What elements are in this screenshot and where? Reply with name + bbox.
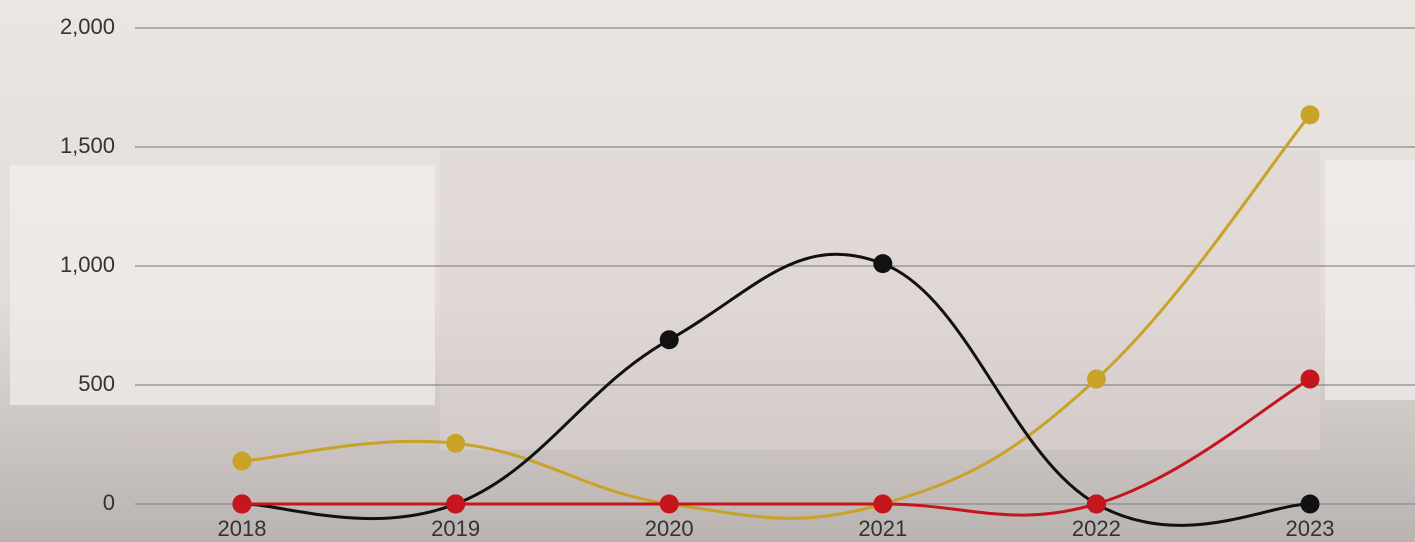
data-point: [1086, 369, 1106, 389]
data-point: [659, 494, 679, 514]
x-tick-label: 2022: [1072, 516, 1121, 541]
data-point: [446, 433, 466, 453]
background-curtain: [440, 150, 1320, 450]
data-point: [873, 254, 893, 274]
y-tick-label: 0: [103, 490, 115, 515]
data-point: [1300, 369, 1320, 389]
data-point: [873, 494, 893, 514]
y-tick-label: 500: [78, 371, 115, 396]
data-point: [446, 494, 466, 514]
series-line: [242, 377, 1311, 517]
data-point: [1300, 494, 1320, 514]
background-screen: [1325, 160, 1415, 400]
x-tick-label: 2023: [1286, 516, 1335, 541]
x-tick-label: 2018: [218, 516, 267, 541]
x-tick-label: 2021: [858, 516, 907, 541]
x-tick-label: 2019: [431, 516, 480, 541]
background-screen: [10, 165, 435, 405]
data-point: [659, 330, 679, 350]
series-line: [241, 252, 1311, 527]
data-point: [1300, 105, 1320, 125]
data-point: [1086, 494, 1106, 514]
data-point: [232, 451, 252, 471]
x-tick-label: 2020: [645, 516, 694, 541]
series-line: [241, 113, 1312, 520]
y-tick-label: 1,000: [60, 252, 115, 277]
data-point: [232, 494, 252, 514]
y-tick-label: 2,000: [60, 14, 115, 39]
y-tick-label: 1,500: [60, 133, 115, 158]
